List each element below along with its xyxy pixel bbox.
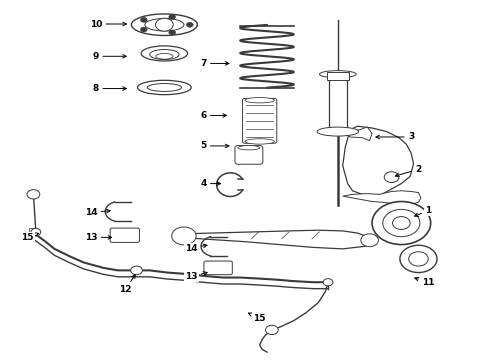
Text: 5: 5 — [200, 141, 229, 150]
Ellipse shape — [319, 71, 356, 78]
Circle shape — [409, 252, 428, 266]
Text: 14: 14 — [185, 244, 207, 253]
FancyBboxPatch shape — [243, 98, 277, 143]
Text: 12: 12 — [119, 275, 135, 294]
Text: 13: 13 — [85, 233, 112, 242]
Text: 3: 3 — [376, 132, 414, 141]
Text: 8: 8 — [93, 84, 126, 93]
Text: 7: 7 — [200, 59, 229, 68]
Text: 2: 2 — [395, 165, 421, 177]
Circle shape — [400, 245, 437, 273]
Ellipse shape — [138, 80, 191, 95]
Ellipse shape — [245, 139, 274, 144]
Ellipse shape — [150, 49, 179, 59]
Circle shape — [186, 22, 193, 27]
Text: 9: 9 — [93, 52, 126, 61]
FancyBboxPatch shape — [204, 261, 232, 275]
Text: 15: 15 — [22, 233, 39, 242]
Ellipse shape — [156, 53, 173, 59]
Circle shape — [361, 234, 378, 247]
Circle shape — [323, 279, 333, 286]
Circle shape — [131, 266, 143, 275]
Circle shape — [372, 202, 431, 244]
Polygon shape — [29, 228, 37, 232]
Text: 10: 10 — [90, 19, 126, 28]
Polygon shape — [340, 127, 372, 140]
Text: 13: 13 — [185, 272, 207, 281]
Circle shape — [172, 227, 196, 245]
Text: 6: 6 — [200, 111, 226, 120]
Polygon shape — [343, 191, 421, 204]
Text: 15: 15 — [248, 313, 266, 323]
FancyBboxPatch shape — [110, 228, 140, 242]
Circle shape — [141, 27, 147, 32]
FancyBboxPatch shape — [235, 145, 263, 164]
Text: 1: 1 — [415, 206, 431, 216]
Circle shape — [384, 172, 399, 183]
Ellipse shape — [245, 98, 274, 103]
Circle shape — [383, 210, 420, 237]
Circle shape — [266, 325, 278, 334]
Ellipse shape — [131, 14, 197, 36]
Ellipse shape — [141, 46, 188, 61]
Circle shape — [31, 228, 41, 235]
Circle shape — [392, 217, 410, 229]
Text: 4: 4 — [200, 179, 220, 188]
Ellipse shape — [317, 127, 359, 136]
Ellipse shape — [145, 18, 184, 31]
Circle shape — [156, 18, 173, 31]
Bar — [329, 74, 346, 130]
Circle shape — [141, 17, 147, 22]
Circle shape — [169, 30, 175, 35]
Bar — [327, 72, 349, 80]
Text: 11: 11 — [415, 277, 435, 287]
Circle shape — [169, 14, 175, 19]
Ellipse shape — [238, 145, 260, 150]
Polygon shape — [343, 126, 414, 196]
Polygon shape — [179, 230, 372, 249]
Text: 14: 14 — [85, 208, 110, 217]
Ellipse shape — [147, 84, 181, 91]
Circle shape — [27, 190, 40, 199]
